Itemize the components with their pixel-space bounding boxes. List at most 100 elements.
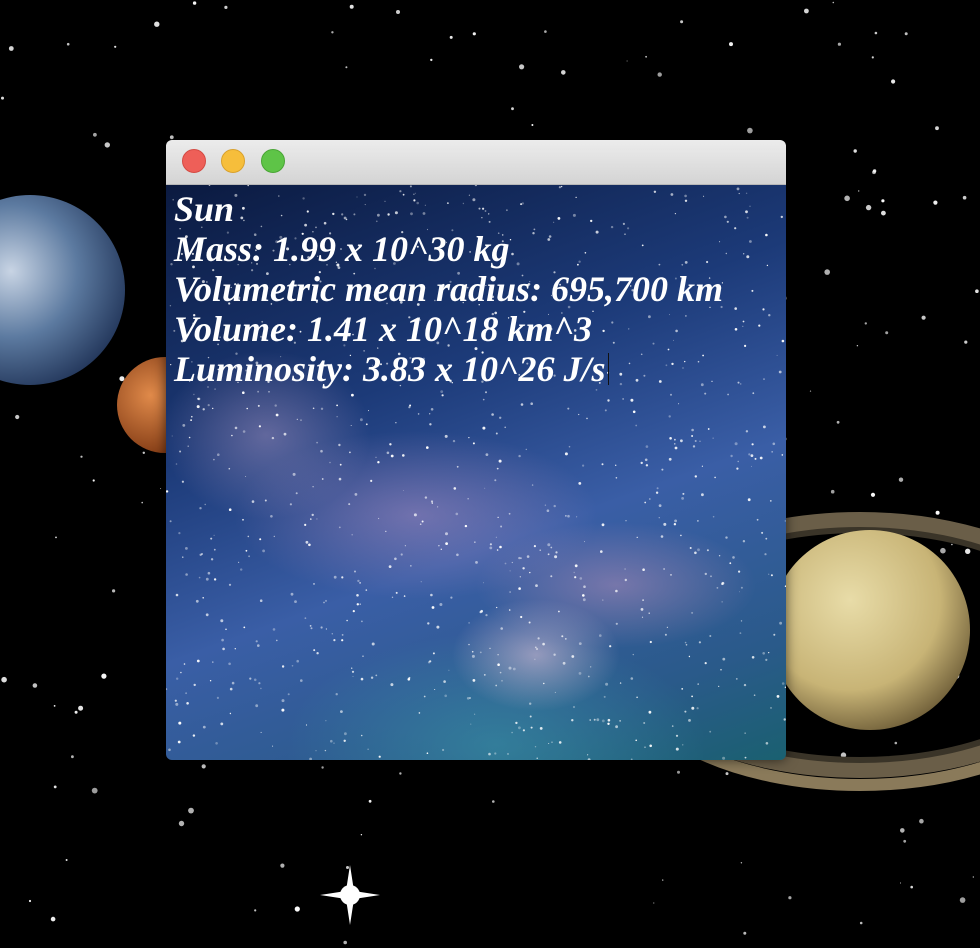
star (276, 639, 278, 642)
star (201, 226, 203, 229)
star (500, 525, 503, 528)
star (738, 570, 741, 573)
star (440, 390, 444, 393)
star (384, 200, 386, 202)
star (691, 706, 695, 710)
star (424, 496, 428, 499)
star (609, 645, 612, 648)
star (378, 755, 381, 758)
star (468, 194, 470, 196)
star (392, 338, 394, 340)
star (536, 757, 538, 759)
star (304, 523, 307, 526)
star (268, 391, 270, 393)
text-area[interactable]: Sun Mass: 1.99 x 10^30 kg Volumetric mea… (166, 185, 786, 760)
star (243, 626, 246, 629)
star (571, 655, 575, 658)
star (168, 748, 171, 752)
star (583, 585, 586, 588)
star (494, 311, 498, 315)
star (240, 568, 243, 571)
star (295, 492, 298, 495)
star (416, 201, 419, 205)
star (784, 686, 786, 689)
star (280, 356, 282, 358)
close-button[interactable] (182, 149, 206, 173)
star (180, 671, 182, 674)
star (710, 575, 712, 578)
star (762, 308, 765, 311)
star (684, 194, 687, 198)
star (352, 333, 354, 336)
star (534, 658, 536, 660)
star (456, 553, 459, 557)
star (299, 371, 301, 374)
star (185, 235, 188, 238)
star (449, 280, 452, 283)
star (485, 391, 487, 394)
star (746, 255, 750, 259)
star (399, 300, 403, 304)
star (485, 614, 488, 617)
star (341, 213, 344, 216)
star (770, 574, 773, 577)
star (630, 398, 634, 402)
star (697, 360, 700, 363)
star (518, 454, 521, 458)
star (92, 479, 95, 482)
star (426, 446, 429, 449)
star (341, 576, 344, 579)
star (294, 600, 297, 603)
star (345, 66, 348, 69)
star (628, 362, 631, 365)
star (737, 381, 740, 384)
star (630, 285, 632, 287)
star (191, 252, 194, 255)
star (615, 464, 617, 466)
star (104, 142, 111, 148)
star (389, 443, 392, 446)
minimize-button[interactable] (221, 149, 245, 173)
star (553, 374, 556, 377)
star (597, 289, 600, 292)
star (515, 334, 518, 336)
star (561, 70, 566, 75)
star (234, 366, 237, 369)
star (456, 298, 459, 301)
star (745, 192, 748, 194)
star (202, 725, 206, 729)
star (316, 652, 319, 655)
star (716, 587, 719, 589)
star (529, 571, 531, 574)
star (207, 356, 210, 359)
star (511, 731, 513, 734)
star (644, 746, 646, 748)
star (658, 263, 661, 266)
star (720, 305, 723, 309)
star (743, 931, 747, 935)
star (220, 722, 224, 726)
star (642, 599, 644, 601)
star (182, 556, 184, 558)
star (739, 591, 740, 593)
star (910, 885, 913, 889)
star (351, 670, 355, 673)
zoom-button[interactable] (261, 149, 285, 173)
star (496, 467, 499, 470)
star (360, 734, 363, 737)
star (217, 368, 220, 371)
star (761, 531, 764, 534)
star (522, 567, 525, 570)
star (622, 222, 625, 225)
star (311, 513, 314, 517)
star (653, 190, 657, 193)
star (572, 213, 576, 217)
star (346, 619, 348, 622)
star (399, 384, 402, 387)
star (413, 193, 415, 195)
star (643, 374, 646, 377)
star (601, 719, 605, 723)
star (565, 515, 567, 517)
star (881, 210, 886, 216)
star (346, 866, 349, 869)
